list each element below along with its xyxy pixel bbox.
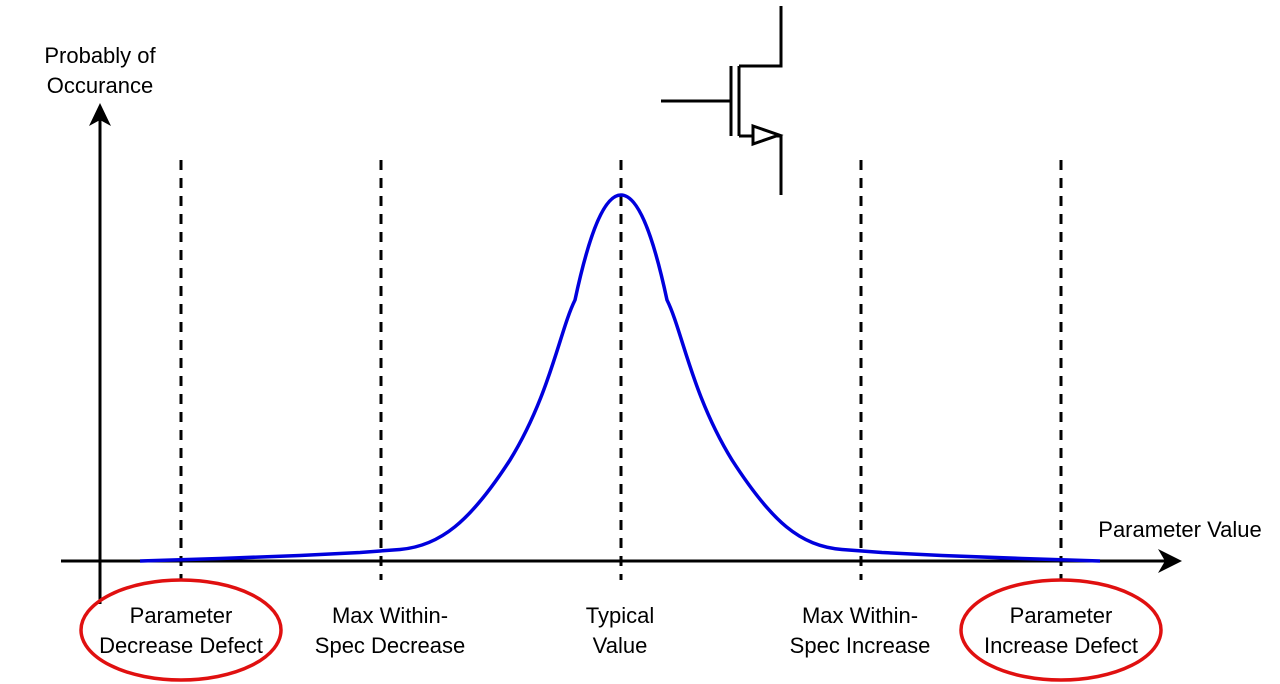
x-axis-arrowhead: [1158, 549, 1182, 573]
y-axis-arrowhead: [89, 103, 111, 126]
mosfet-transistor-icon: [661, 6, 784, 195]
label-line-2: Spec Increase: [789, 633, 931, 658]
label-line-1: Parameter: [129, 603, 233, 628]
label-line-1: Parameter: [1009, 603, 1113, 628]
label-param-decrease-defect: Parameter Decrease Defect: [86, 601, 276, 661]
label-max-within-spec-increase: Max Within- Spec Increase: [765, 601, 955, 661]
label-max-within-spec-decrease: Max Within- Spec Decrease: [295, 601, 485, 661]
label-line-2: Increase Defect: [983, 633, 1139, 658]
label-param-increase-defect: Parameter Increase Defect: [966, 601, 1156, 661]
highlight-ellipse-decrease: [79, 578, 283, 682]
y-axis-label: Probably of Occurance: [20, 41, 180, 101]
label-line-1: Max Within-: [331, 603, 449, 628]
y-axis-label-line-2: Occurance: [46, 73, 154, 98]
highlight-ellipse-increase: [959, 578, 1163, 682]
label-line-1: Typical: [585, 603, 655, 628]
x-axis-label-text: Parameter Value: [1098, 517, 1262, 542]
marker-lines: [179, 160, 1063, 580]
label-line-2: Spec Decrease: [314, 633, 466, 658]
label-line-1: Max Within-: [801, 603, 919, 628]
label-line-2: Value: [592, 633, 648, 658]
distribution-curve: [139, 193, 1101, 563]
label-line-2: Decrease Defect: [99, 633, 263, 658]
x-axis-label: Parameter Value: [1085, 515, 1275, 545]
y-axis-label-line-1: Probably of: [44, 43, 156, 68]
label-typical-value: Typical Value: [545, 601, 695, 661]
